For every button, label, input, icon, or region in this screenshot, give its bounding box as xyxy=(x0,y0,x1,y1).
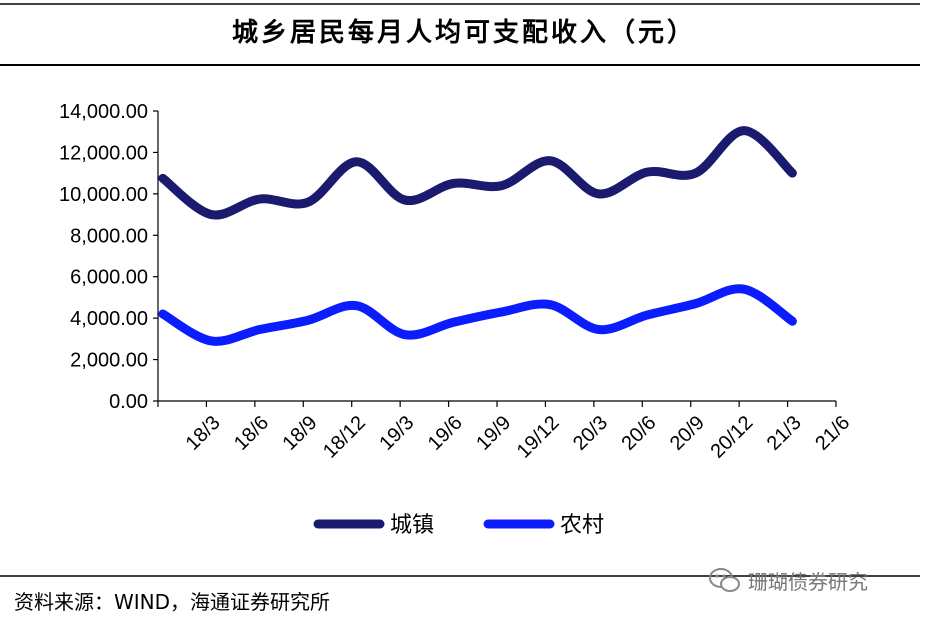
data-point xyxy=(500,184,504,188)
x-tick-label: 18/6 xyxy=(230,412,273,455)
data-point xyxy=(645,170,649,174)
x-tick-label: 18/9 xyxy=(278,412,321,455)
data-point xyxy=(161,176,165,180)
x-tick-label: 20/12 xyxy=(706,412,757,463)
data-point xyxy=(694,302,698,306)
y-tick-label: 8,000.00 xyxy=(70,225,148,247)
data-point xyxy=(403,198,407,202)
data-point xyxy=(161,312,165,316)
x-tick-label: 18/3 xyxy=(182,412,225,455)
x-tick-label: 18/12 xyxy=(319,412,370,463)
data-point xyxy=(548,303,552,307)
legend-label: 农村 xyxy=(560,513,604,538)
source-note: 资料来源：WIND，海通证券研究所 xyxy=(14,590,331,614)
data-point xyxy=(645,313,649,317)
data-point xyxy=(500,310,504,314)
data-point xyxy=(306,318,310,322)
x-axis: 18/3 18/6 18/918/12 19/3 19/6 19/919/12 20/3 20… xyxy=(157,400,854,463)
watermark: 珊瑚债券研究 xyxy=(708,565,868,595)
y-tick-label: 14,000.00 xyxy=(59,101,148,123)
data-point xyxy=(597,192,601,196)
y-tick-label: 2,000.00 xyxy=(70,350,148,372)
series-line-2 xyxy=(158,284,797,346)
data-point xyxy=(742,129,746,133)
watermark-text: 珊瑚债券研究 xyxy=(748,569,868,594)
legend: 城镇 农村 xyxy=(313,513,604,538)
x-tick-label: 20/3 xyxy=(569,412,612,455)
data-point xyxy=(258,197,262,201)
series-line-1 xyxy=(158,126,797,220)
x-tick-label: 19/6 xyxy=(424,412,467,455)
data-point xyxy=(403,333,407,337)
y-tick-label: 4,000.00 xyxy=(70,308,148,330)
data-point xyxy=(209,213,213,217)
y-tick-label: 10,000.00 xyxy=(59,184,148,206)
data-point xyxy=(355,304,359,308)
x-tick-label: 20/6 xyxy=(617,412,660,455)
x-tick-label: 21/6 xyxy=(811,412,854,455)
y-axis: 0.00 2,000.00 4,000.00 6,000.00 8,000.00 10,0… xyxy=(59,101,159,413)
chart-title: 城乡居民每月人均可支配收入（元） xyxy=(231,18,696,48)
data-point xyxy=(451,182,455,185)
data-point xyxy=(451,320,455,324)
x-tick-label: 19/3 xyxy=(375,412,418,455)
y-tick-label: 12,000.00 xyxy=(59,142,148,164)
data-point xyxy=(742,287,746,291)
data-point xyxy=(790,319,794,323)
y-tick-label: 6,000.00 xyxy=(70,267,148,289)
x-tick-label: 19/12 xyxy=(513,412,564,463)
data-point xyxy=(694,171,698,175)
y-tick-label: 0.00 xyxy=(109,391,148,413)
wechat-icon xyxy=(709,568,740,592)
data-point xyxy=(209,339,213,343)
x-tick-label: 21/3 xyxy=(763,412,806,455)
x-tick-label: 19/9 xyxy=(472,412,515,455)
data-point xyxy=(597,328,601,332)
data-point xyxy=(790,171,794,175)
plot-area xyxy=(158,126,797,346)
x-tick-label: 20/9 xyxy=(666,412,709,455)
data-point xyxy=(548,159,552,163)
data-point xyxy=(306,200,310,204)
data-point xyxy=(258,328,262,332)
data-point xyxy=(355,160,359,164)
legend-label: 城镇 xyxy=(390,513,434,538)
